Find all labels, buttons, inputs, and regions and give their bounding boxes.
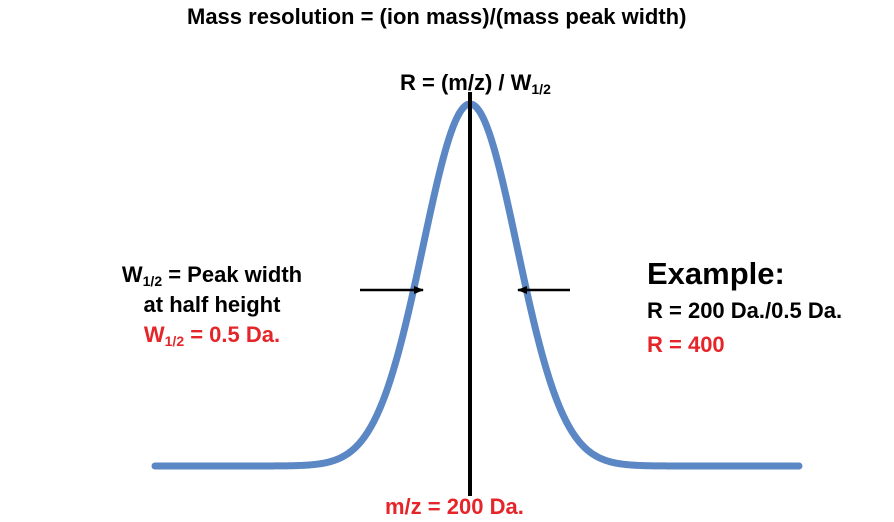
width-value-text: = 0.5 Da.	[184, 322, 281, 347]
gaussian-peak-curve	[151, 100, 803, 470]
width-definition-text: = Peak width	[162, 262, 303, 287]
example-result: R = 400	[647, 332, 725, 357]
width-value: W1/2 = 0.5 Da.	[96, 322, 328, 349]
width-symbol: W	[121, 262, 143, 287]
width-definition: W1/2 = Peak width at half height W1/2 = …	[96, 264, 328, 354]
peak-center-label: m/z = 200 Da.	[385, 494, 524, 519]
width-definition-line-1: W1/2 = Peak width	[96, 262, 328, 289]
width-symbol-subscript: 1/2	[142, 273, 163, 289]
resolution-formula: R = (m/z) / W1/2	[400, 70, 551, 97]
example-heading: Example:	[647, 256, 785, 291]
width-definition-line-2: at half height	[143, 292, 281, 317]
width-value-symbol: W	[143, 322, 165, 347]
formula-subscript: 1/2	[531, 81, 551, 97]
formula-text: R = (m/z) / W	[400, 70, 532, 95]
diagram-title: Mass resolution = (ion mass)/(mass peak …	[187, 4, 687, 29]
example-calculation: R = 200 Da./0.5 Da.	[647, 298, 843, 323]
width-value-subscript: 1/2	[164, 333, 185, 349]
